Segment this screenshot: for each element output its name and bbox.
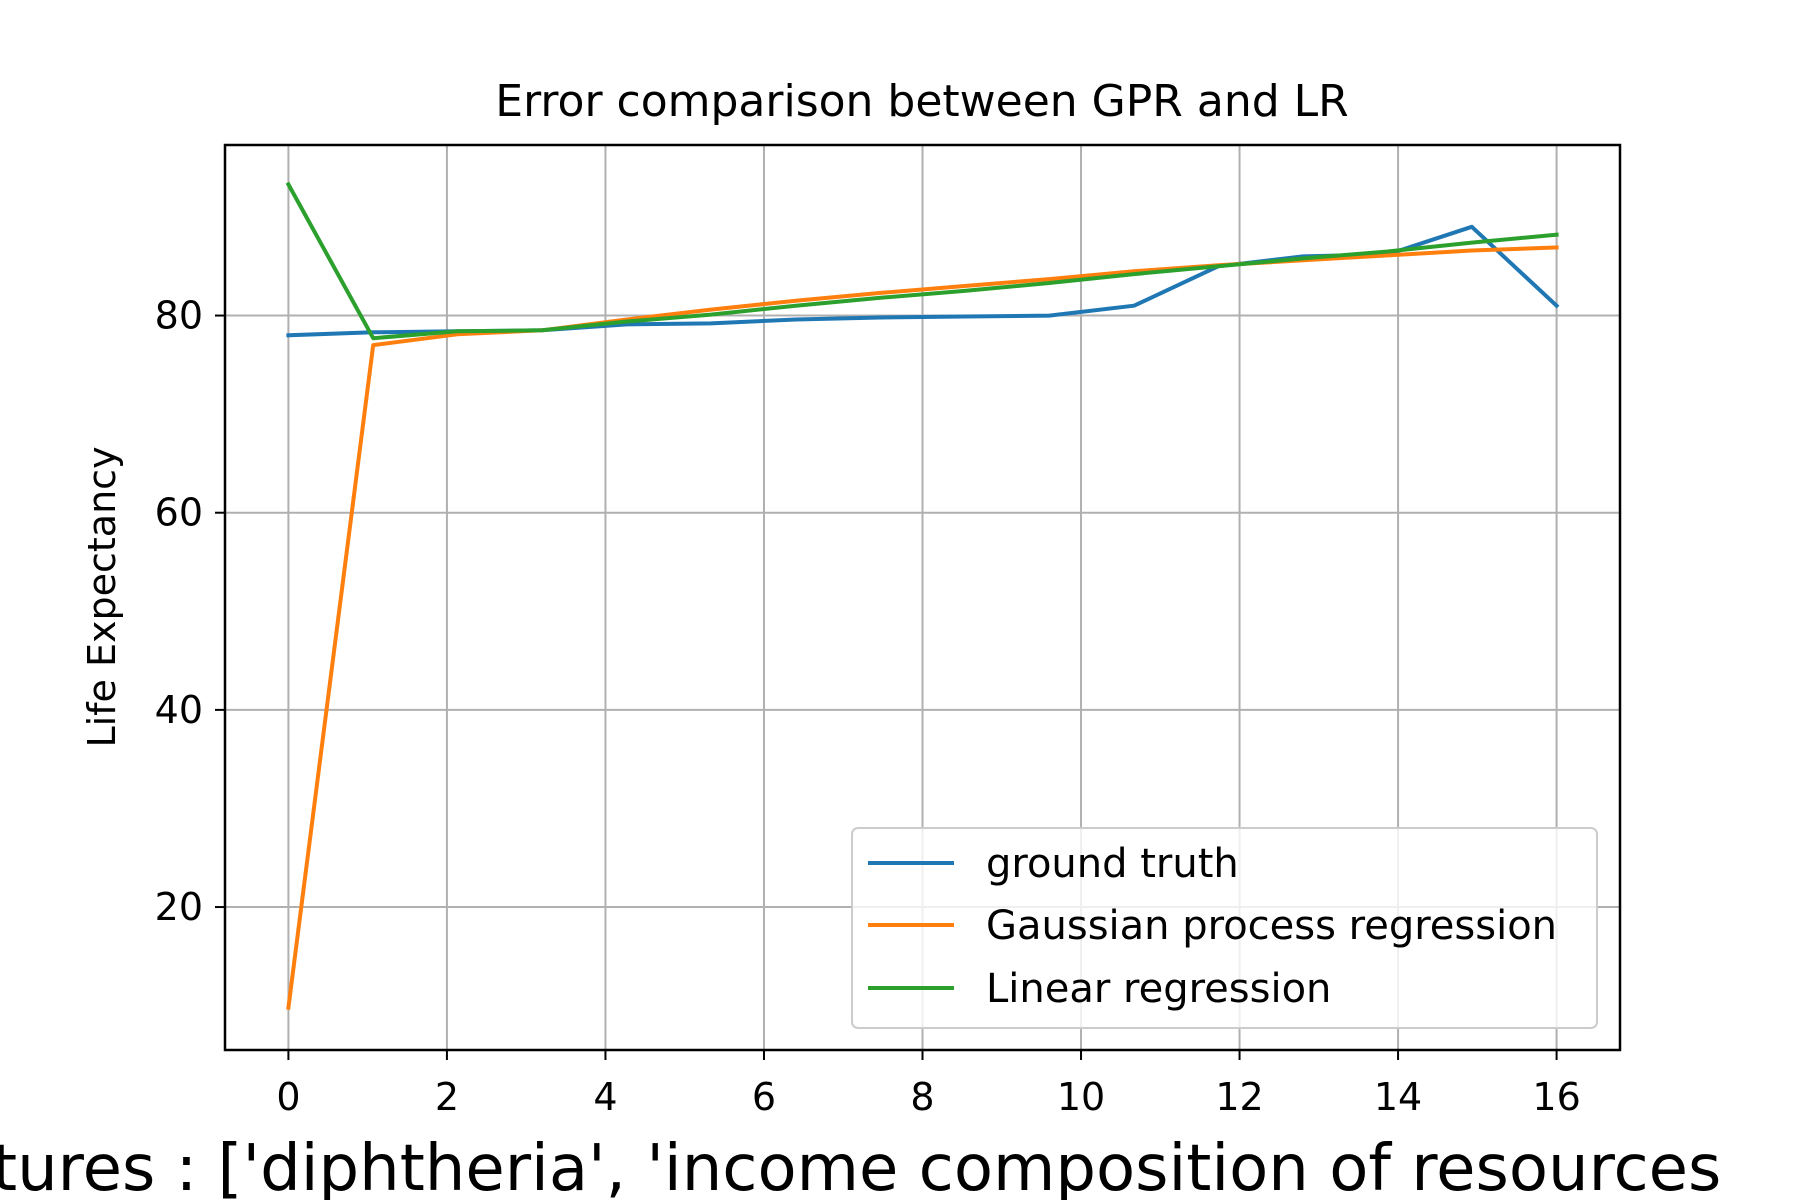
legend-label-gaussian-process-regression: Gaussian process regression — [986, 903, 1557, 949]
x-tick-label: 14 — [1374, 1075, 1422, 1119]
y-axis-label: Life Expectancy — [80, 446, 124, 747]
axis-ticks: 0 2 4 6 8 10 12 14 16 20 40 60 80 — [155, 294, 1581, 1119]
chart-title: Error comparison between GPR and LR — [495, 76, 1348, 127]
x-tick-label: 6 — [752, 1075, 776, 1119]
series-lines — [285, 181, 1560, 1010]
x-axis-label: tures : ['diphtheria', 'income compositi… — [0, 1132, 1721, 1200]
x-tick-label: 4 — [593, 1075, 617, 1119]
legend-label-linear-regression: Linear regression — [986, 966, 1331, 1012]
legend-label-ground-truth: ground truth — [986, 841, 1239, 887]
x-tick-label: 2 — [435, 1075, 459, 1119]
y-tick-label: 40 — [155, 688, 203, 732]
x-tick-label: 0 — [276, 1075, 300, 1119]
x-tick-label: 10 — [1057, 1075, 1105, 1119]
x-tick-label: 16 — [1532, 1075, 1580, 1119]
x-tick-label: 8 — [910, 1075, 934, 1119]
y-tick-label: 80 — [155, 294, 203, 338]
x-tick-label: 12 — [1215, 1075, 1263, 1119]
y-tick-label: 60 — [155, 491, 203, 535]
legend: ground truth Gaussian process regression… — [851, 827, 1598, 1029]
series-line-linear-regression — [285, 181, 1559, 341]
y-tick-label: 20 — [155, 885, 203, 929]
legend-box — [851, 827, 1598, 1029]
